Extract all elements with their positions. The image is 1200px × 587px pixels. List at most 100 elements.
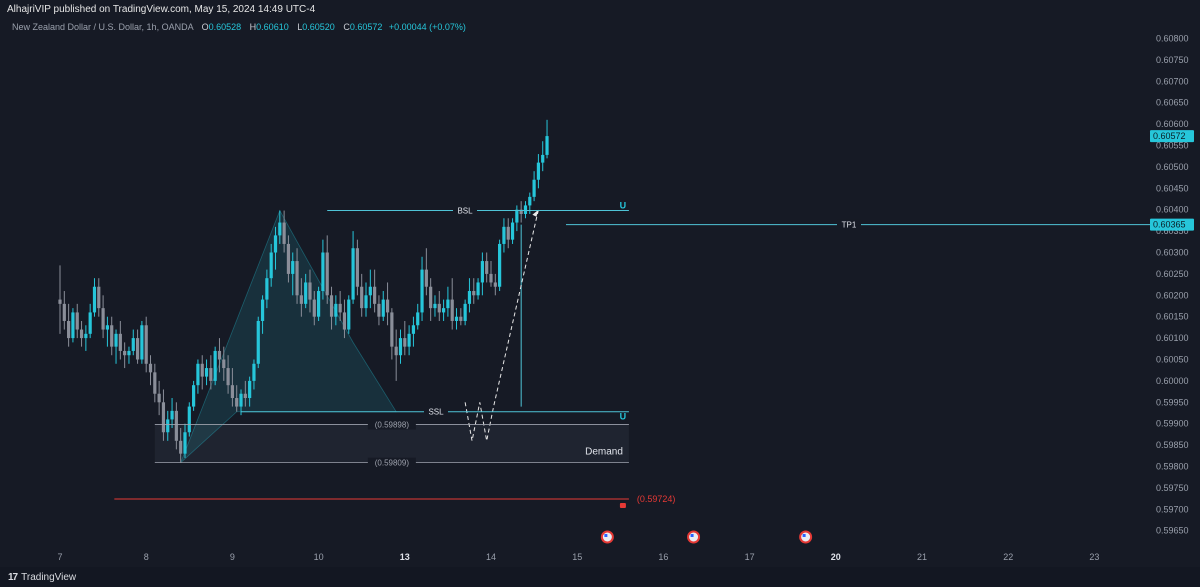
candle-body: [235, 398, 239, 407]
candle-body: [338, 303, 342, 313]
candle-body: [200, 363, 204, 377]
price-tick: 0.60050: [1156, 355, 1189, 365]
candle-body: [97, 286, 101, 309]
candle-body: [269, 252, 273, 279]
annotation-layer: [180, 209, 813, 544]
tv-logo-icon: 17: [8, 572, 18, 583]
alert-magnet-icon: U: [620, 201, 627, 211]
candle-body: [523, 205, 528, 214]
price-tick: 0.60500: [1156, 162, 1189, 172]
candle-body: [381, 299, 385, 317]
price-axis[interactable]: 0.60800 0.60750 0.60700 0.60650 0.60600 0.605…: [1150, 34, 1194, 536]
candle-body: [187, 406, 191, 433]
time-tick: 22: [1003, 552, 1013, 562]
time-tick: 21: [917, 552, 927, 562]
candle-body: [373, 286, 377, 304]
candle-body: [213, 350, 217, 381]
candle-body: [364, 295, 368, 309]
price-tick: 0.60250: [1156, 269, 1189, 279]
candle-body: [226, 368, 230, 386]
candle-body: [347, 299, 351, 330]
demand-zone-label: Demand: [585, 447, 623, 458]
price-tick: 0.60200: [1156, 290, 1189, 300]
close-key: C: [343, 22, 350, 32]
candle-body: [398, 338, 403, 356]
candle-body: [493, 282, 497, 287]
candle-body: [308, 282, 312, 300]
candle-body: [153, 372, 157, 394]
candle-body: [196, 363, 200, 386]
candle-body: [252, 363, 256, 381]
candle-body: [110, 325, 114, 347]
level-label-ssl: SSL: [428, 408, 444, 417]
publish-info: AlhajriVIP published on TradingView.com,…: [7, 4, 316, 15]
publish-header: AlhajriVIP published on TradingView.com,…: [0, 0, 1200, 20]
current-price-label-bg: [1150, 130, 1194, 143]
zone-layer: Demand: [154, 424, 629, 463]
candle-body: [299, 295, 303, 304]
price-tick: 0.60000: [1156, 376, 1189, 386]
candle-body: [101, 308, 105, 330]
candle-body: [243, 393, 247, 399]
candle-body: [485, 261, 489, 274]
event-flag-canton: [604, 534, 608, 537]
candle-body: [209, 368, 213, 381]
candle-body: [84, 333, 88, 339]
candle-body: [467, 291, 472, 304]
candle-body: [114, 333, 118, 347]
projection-arrowhead: [532, 209, 539, 217]
high-key: H: [249, 22, 257, 32]
candle-body: [265, 278, 269, 300]
price-note-bg: [367, 419, 416, 430]
candle-body: [256, 320, 260, 364]
projection-path: [464, 209, 539, 441]
price-note-label: (0.59809): [375, 459, 410, 468]
price-tick: 0.59650: [1156, 526, 1189, 536]
alert-magnet-icon: U: [620, 412, 627, 422]
candle-body: [179, 440, 183, 454]
candle-body: [88, 312, 92, 334]
candle-body: [248, 380, 252, 399]
candle-body: [528, 196, 532, 206]
candle-body: [498, 243, 502, 287]
candle-body: [92, 286, 97, 313]
candle-body: [148, 363, 153, 373]
candle-body: [278, 222, 282, 236]
level-label-bg: [453, 205, 477, 216]
candle-body: [472, 291, 476, 296]
candle-body: [71, 312, 75, 339]
candle-body: [541, 154, 545, 163]
candle-body: [239, 393, 243, 407]
candle-body: [506, 226, 510, 240]
candle-body: [355, 248, 359, 287]
price-tick: 0.59850: [1156, 440, 1189, 450]
candle-body: [394, 346, 398, 356]
candle-body: [291, 261, 295, 274]
level-label-bg: [424, 406, 448, 417]
event-flag-canton: [690, 534, 694, 537]
candle-body: [295, 261, 299, 296]
price-tick: 0.60550: [1156, 141, 1189, 151]
support-flag-icon: [619, 503, 626, 509]
candle-body: [420, 269, 424, 313]
symbol-name[interactable]: New Zealand Dollar / U.S. Dollar, 1h, OA…: [12, 22, 194, 32]
price-tick: 0.59750: [1156, 483, 1189, 493]
price-tick: 0.60400: [1156, 205, 1189, 215]
candle-body: [351, 248, 355, 300]
current-price-label: 0.60572: [1153, 131, 1186, 141]
candle-body: [446, 299, 450, 309]
price-note-bg: [367, 457, 416, 468]
price-chart[interactable]: Demand (0.59898)(0.59809)BSLSSLTP1UU(0.5…: [0, 20, 1200, 567]
tradingview-logo[interactable]: 17 TradingView: [8, 572, 76, 583]
brand-name: TradingView: [21, 572, 77, 583]
candle-body: [131, 338, 135, 351]
time-axis[interactable]: 7 8 9 10 13 14 15 16 17 20 21 22 23: [57, 552, 1099, 562]
price-tick: 0.59700: [1156, 504, 1189, 514]
candle-body: [480, 261, 484, 283]
open-key: O: [201, 22, 209, 32]
high-value: 0.60610: [256, 22, 289, 32]
price-tick: 0.59800: [1156, 462, 1189, 472]
time-tick: 9: [230, 552, 235, 562]
candle-body: [170, 410, 174, 420]
candle-body: [312, 299, 316, 317]
